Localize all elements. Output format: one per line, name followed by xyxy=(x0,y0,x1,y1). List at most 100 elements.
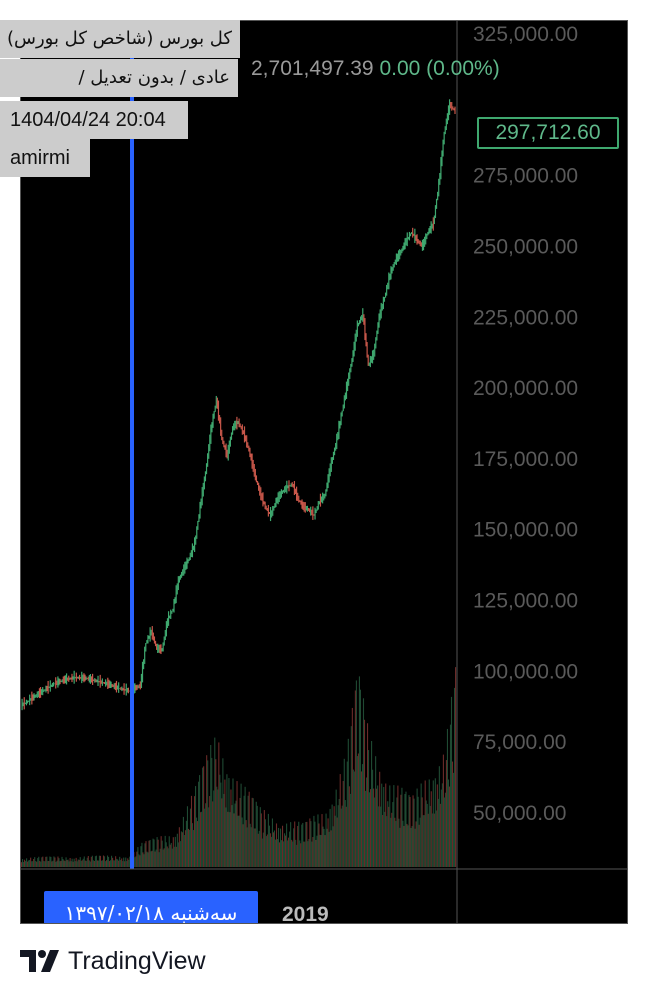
volume-bar xyxy=(91,855,93,867)
volume-bar xyxy=(357,753,359,867)
volume-bar xyxy=(371,741,373,867)
volume-bar xyxy=(102,855,105,867)
volume-bar xyxy=(392,802,394,867)
volume-bar xyxy=(230,789,232,867)
volume-bar xyxy=(139,855,141,867)
volume-bar xyxy=(384,811,386,867)
volume-bar xyxy=(294,821,296,867)
volume-bar xyxy=(417,796,419,867)
volume-bar xyxy=(443,797,445,867)
volume-bar xyxy=(400,794,402,867)
volume-bar xyxy=(166,846,168,867)
volume-bar xyxy=(89,861,91,867)
volume-bar xyxy=(60,860,62,867)
price-series xyxy=(21,99,456,711)
volume-bar xyxy=(206,755,208,867)
volume-bar xyxy=(252,798,254,867)
volume-bar xyxy=(223,793,225,867)
volume-bar xyxy=(75,857,77,867)
volume-bar xyxy=(237,815,239,867)
volume-bar xyxy=(351,707,353,867)
volume-bar xyxy=(80,860,82,867)
volume-bar xyxy=(193,796,196,867)
volume-bar xyxy=(307,841,309,867)
volume-bar xyxy=(226,774,228,867)
y-tick-label: 125,000.00 xyxy=(473,590,578,613)
volume-bar xyxy=(250,827,252,867)
price-chart[interactable]: 325,000.00 275,000.00 250,000.00 225,000.00… xyxy=(21,21,628,924)
volume-bar xyxy=(448,786,451,867)
volume-bar xyxy=(422,815,424,867)
volume-bar xyxy=(449,724,452,867)
volume-bar xyxy=(114,860,116,867)
volume-bar xyxy=(233,813,235,867)
volume-bar xyxy=(286,823,288,867)
volume-bar xyxy=(73,858,75,867)
volume-bar xyxy=(170,842,172,867)
volume-bar xyxy=(168,836,170,867)
volume-bar xyxy=(415,821,417,867)
volume-bar xyxy=(201,811,203,867)
timestamp-label: 1404/04/24 20:04 xyxy=(0,101,188,139)
volume-bar xyxy=(345,806,347,867)
volume-bar xyxy=(367,750,370,867)
volume-bar xyxy=(111,855,113,867)
volume-bar xyxy=(251,797,253,867)
volume-bar xyxy=(155,849,157,867)
volume-bar xyxy=(195,786,197,867)
chart-area[interactable]: 325,000.00 275,000.00 250,000.00 225,000.00… xyxy=(20,20,628,924)
volume-bar xyxy=(434,778,436,867)
volume-bar xyxy=(394,817,396,867)
y-tick-label: 150,000.00 xyxy=(473,519,578,542)
volume-bar xyxy=(364,790,367,867)
volume-bar xyxy=(404,793,406,867)
volume-bar xyxy=(232,778,234,867)
volume-bar xyxy=(240,783,242,867)
volume-bar xyxy=(277,827,280,867)
volume-bar xyxy=(173,846,175,867)
volume-bar xyxy=(385,783,387,867)
volume-bar xyxy=(93,860,95,867)
volume-bar xyxy=(339,774,341,867)
volume-bar xyxy=(271,818,273,867)
tradingview-brand[interactable]: TradingView xyxy=(20,944,206,978)
volume-bar xyxy=(65,857,67,867)
volume-bar xyxy=(423,815,425,867)
volume-bar xyxy=(302,822,304,867)
volume-bar xyxy=(239,797,241,867)
volume-bar xyxy=(416,788,418,867)
volume-bar xyxy=(282,825,284,867)
volume-bar xyxy=(369,792,371,867)
volume-bar xyxy=(234,803,236,867)
volume-bar xyxy=(267,813,269,867)
volume-bar xyxy=(71,858,73,867)
volume-bar xyxy=(256,805,258,867)
price-axis[interactable]: 325,000.00 275,000.00 250,000.00 225,000.00… xyxy=(473,23,578,825)
volume-bar xyxy=(319,834,321,867)
volume-bar xyxy=(303,841,305,867)
symbol-label[interactable]: کل بورس (شاخص کل بورس) xyxy=(0,20,240,58)
volume-bar xyxy=(161,840,163,867)
volume-bar xyxy=(311,841,313,867)
volume-bar xyxy=(68,861,70,867)
volume-bar xyxy=(142,852,144,867)
volume-bar xyxy=(444,792,446,867)
volume-bar xyxy=(140,846,142,867)
volume-bar xyxy=(175,846,177,867)
volume-bar xyxy=(145,841,147,867)
volume-bar xyxy=(405,791,407,867)
volume-bar xyxy=(94,856,96,867)
volume-bar xyxy=(246,827,248,867)
volume-bar xyxy=(346,761,348,867)
volume-bar xyxy=(50,856,52,867)
volume-bar xyxy=(174,836,176,867)
volume-bar xyxy=(236,781,238,867)
volume-bar xyxy=(332,826,334,867)
volume-bar xyxy=(167,848,169,867)
volume-bar xyxy=(204,808,206,867)
volume-bar xyxy=(387,801,389,867)
volume-bar xyxy=(336,817,338,867)
volume-bar xyxy=(179,841,181,867)
volume-bar xyxy=(344,800,346,867)
volume-bar xyxy=(305,822,307,867)
